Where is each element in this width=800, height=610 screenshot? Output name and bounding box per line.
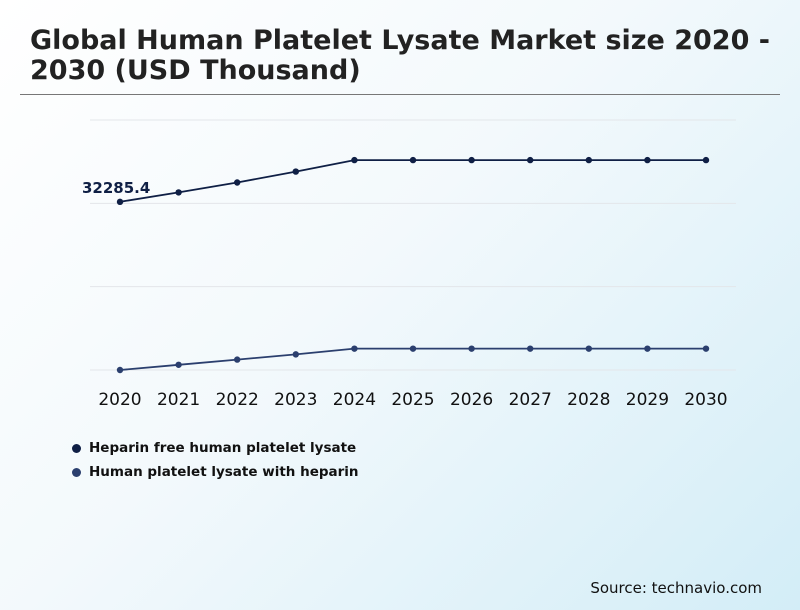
legend-label-with-heparin: Human platelet lysate with heparin (89, 464, 359, 480)
data-point-s0-2030 (702, 156, 710, 164)
data-point-s1-2025 (409, 345, 417, 352)
legend-label-heparin-free: Heparin free human platelet lysate (89, 440, 357, 456)
data-point-s1-2030 (702, 345, 710, 352)
legend-marker-with-heparin (72, 467, 81, 477)
data-point-s0-2020 (116, 198, 124, 206)
data-point-s0-2026 (468, 156, 475, 164)
x-tick-label-2021: 2021 (157, 390, 200, 410)
data-point-s1-2027 (527, 345, 534, 352)
data-point-s0-2029 (644, 156, 651, 164)
data-label-s0-first: 32285.4 (82, 179, 150, 197)
title-divider (20, 94, 780, 95)
x-tick-label-2025: 2025 (391, 390, 434, 410)
legend-item-with-heparin[interactable]: Human platelet lysate with heparin (72, 460, 359, 484)
data-point-s0-2024 (351, 156, 358, 164)
data-point-s1-2029 (644, 345, 651, 352)
x-tick-label-2029: 2029 (626, 390, 669, 410)
x-tick-label-2023: 2023 (274, 390, 317, 410)
x-tick-label-2028: 2028 (567, 390, 610, 410)
data-point-s0-2025 (409, 156, 417, 164)
series-line-0 (119, 159, 706, 203)
x-tick-label-2026: 2026 (450, 390, 493, 410)
data-point-s1-2022 (234, 356, 241, 363)
x-tick-label-2030: 2030 (684, 390, 727, 410)
data-point-s0-2022 (234, 179, 241, 186)
data-point-s1-2020 (116, 366, 124, 374)
line-chart: 2020 2021 2022 2023 2024 2025 2026 2027 2028 2029… (82, 119, 736, 410)
data-point-s1-2026 (468, 345, 475, 352)
legend-marker-heparin-free (72, 443, 81, 453)
data-point-s1-2024 (351, 345, 358, 352)
legend-item-heparin-free[interactable]: Heparin free human platelet lysate (72, 436, 359, 460)
data-point-s1-2021 (175, 361, 182, 368)
data-point-s1-2023 (292, 351, 299, 358)
data-point-s0-2027 (527, 156, 534, 164)
chart-title: Global Human Platelet Lysate Market size… (30, 25, 770, 86)
source-label: Source: technavio.com (590, 579, 762, 597)
data-point-s0-2021 (175, 189, 182, 196)
data-point-s0-2028 (585, 156, 592, 164)
x-tick-label-2024: 2024 (333, 390, 376, 410)
x-tick-label-2020: 2020 (98, 390, 141, 410)
x-tick-label-2022: 2022 (216, 390, 259, 410)
data-point-s0-2023 (292, 168, 299, 175)
x-tick-label-2027: 2027 (509, 390, 552, 410)
data-point-s1-2028 (585, 345, 592, 352)
legend: Heparin free human platelet lysate Human… (72, 436, 359, 484)
